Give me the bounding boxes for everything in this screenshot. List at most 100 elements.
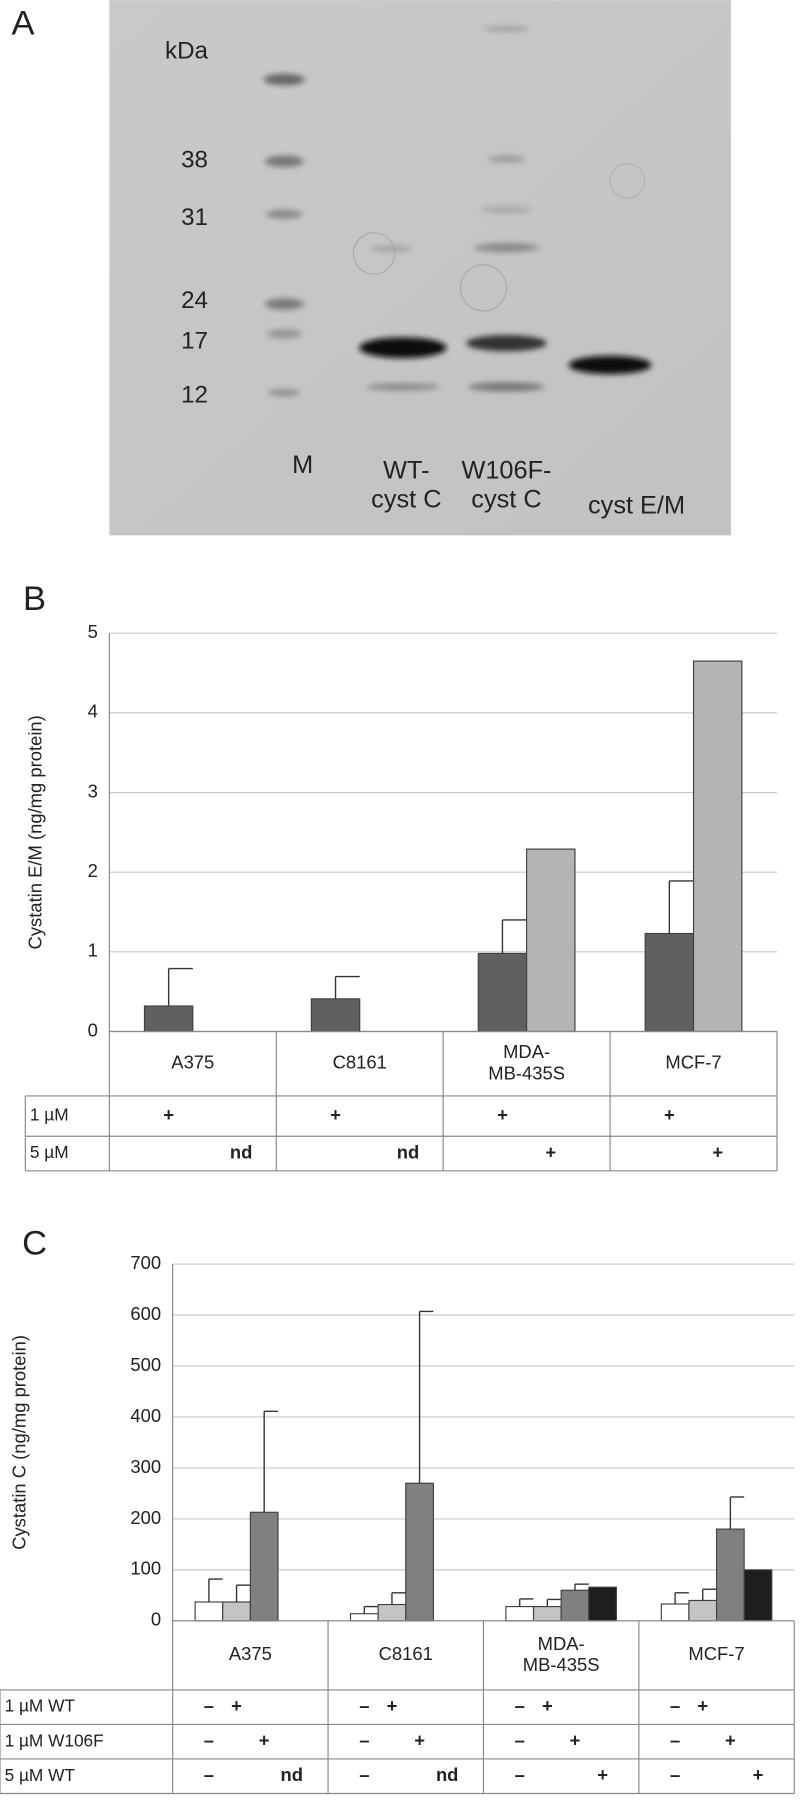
marker-label: 31 [181, 204, 208, 231]
row-label: 5 µM WT [5, 1765, 76, 1785]
y-tick-label: 300 [130, 1456, 161, 1477]
gel-bubble [609, 163, 646, 199]
lane-label: WT-cyst C [371, 456, 441, 513]
y-tick-label: 1 [88, 940, 98, 961]
y-tick-label: 600 [130, 1303, 161, 1324]
table-cell: + [163, 1104, 174, 1125]
row-label: 1 µM WT [5, 1696, 76, 1716]
table-cell: – [359, 1764, 369, 1785]
y-tick-label: 4 [88, 701, 98, 722]
bar [660, 1603, 690, 1622]
panel-label: B [23, 580, 46, 618]
bar [477, 952, 528, 1033]
table-cell: + [497, 1104, 508, 1125]
lane-label: M [292, 451, 313, 479]
marker-label: 24 [181, 287, 208, 314]
category-label: MDA-MB-435S [523, 1633, 600, 1675]
bar [249, 1511, 279, 1622]
marker-label: 12 [181, 381, 208, 408]
table-cell: + [231, 1695, 242, 1716]
table-cell: + [753, 1764, 764, 1785]
gel-bands [263, 26, 652, 397]
bar [715, 1528, 745, 1622]
bar [222, 1601, 251, 1622]
table-cell: + [387, 1695, 398, 1716]
table-cell: + [725, 1730, 736, 1751]
gel-bubble [459, 264, 508, 312]
bar [588, 1586, 617, 1622]
bar [526, 848, 576, 1033]
table-cell: – [204, 1764, 214, 1785]
bar [194, 1601, 224, 1622]
bar [688, 1599, 718, 1622]
gel-bubble [352, 232, 396, 275]
table-cell: nd [230, 1141, 253, 1162]
table-cell: + [542, 1695, 553, 1716]
bar [405, 1482, 434, 1622]
table-cell: + [697, 1695, 708, 1716]
category-label: A375 [229, 1643, 272, 1664]
table-cell: + [414, 1730, 425, 1751]
y-tick-label: 700 [130, 1252, 161, 1273]
lane-label: W106F-cyst C [461, 456, 551, 513]
bar [560, 1589, 590, 1622]
bar [692, 660, 743, 1033]
table-cell: nd [436, 1764, 459, 1785]
row-label: 1 µM [30, 1105, 69, 1125]
bar [743, 1569, 773, 1622]
table-cell: – [670, 1730, 680, 1751]
y-tick-label: 100 [130, 1558, 161, 1579]
bar [143, 1005, 194, 1033]
bar [644, 932, 695, 1033]
category-label: C8161 [379, 1643, 433, 1664]
marker-label: 38 [181, 147, 208, 174]
y-axis-label: Cystatin E/M (ng/mg protein) [25, 715, 46, 949]
table-cell: nd [397, 1141, 420, 1162]
panel-label: C [22, 1225, 47, 1263]
table-cell: + [597, 1764, 608, 1785]
category-label: MDA-MB-435S [488, 1041, 565, 1083]
category-label: C8161 [333, 1052, 387, 1073]
y-axis-label: Cystatin C (ng/mg protein) [9, 1335, 30, 1550]
bar [377, 1603, 407, 1622]
table-cell: – [204, 1730, 214, 1751]
category-label: MCF-7 [688, 1643, 744, 1664]
y-tick-label: 2 [88, 860, 98, 881]
table-cell: – [670, 1764, 680, 1785]
lane-label: cyst E/M [588, 491, 685, 519]
gel-unit-label: kDa [165, 37, 209, 64]
table-cell: – [515, 1695, 525, 1716]
table-cell: – [204, 1695, 214, 1716]
table-cell: nd [281, 1764, 303, 1785]
category-label: A375 [171, 1052, 214, 1073]
table-cell: + [570, 1730, 581, 1751]
table-cell: – [359, 1695, 369, 1716]
table-cell: – [670, 1695, 680, 1716]
table-cell: – [515, 1764, 525, 1785]
table-cell: – [515, 1730, 525, 1751]
y-tick-label: 500 [130, 1354, 161, 1375]
y-tick-label: 400 [130, 1405, 161, 1426]
y-tick-label: 3 [88, 780, 98, 801]
row-label: 5 µM [30, 1142, 69, 1162]
y-tick-label: 5 [88, 621, 98, 642]
table-cell: + [712, 1141, 723, 1162]
table-cell: + [259, 1730, 270, 1751]
table-cell: + [330, 1104, 341, 1125]
table-cell: + [545, 1141, 556, 1162]
marker-label: 17 [181, 327, 208, 354]
row-label: 1 µM W106F [5, 1730, 104, 1750]
y-tick-label: 0 [88, 1019, 98, 1040]
y-tick-label: 0 [151, 1609, 161, 1630]
y-tick-label: 200 [130, 1507, 161, 1528]
table-cell: – [359, 1730, 369, 1751]
bar [349, 1613, 379, 1622]
gel-image [109, 0, 731, 536]
bar [532, 1605, 562, 1622]
category-label: MCF-7 [665, 1052, 721, 1073]
table-cell: + [664, 1104, 675, 1125]
bar [310, 998, 361, 1033]
panel-label: A [12, 5, 35, 43]
bar [505, 1605, 535, 1622]
